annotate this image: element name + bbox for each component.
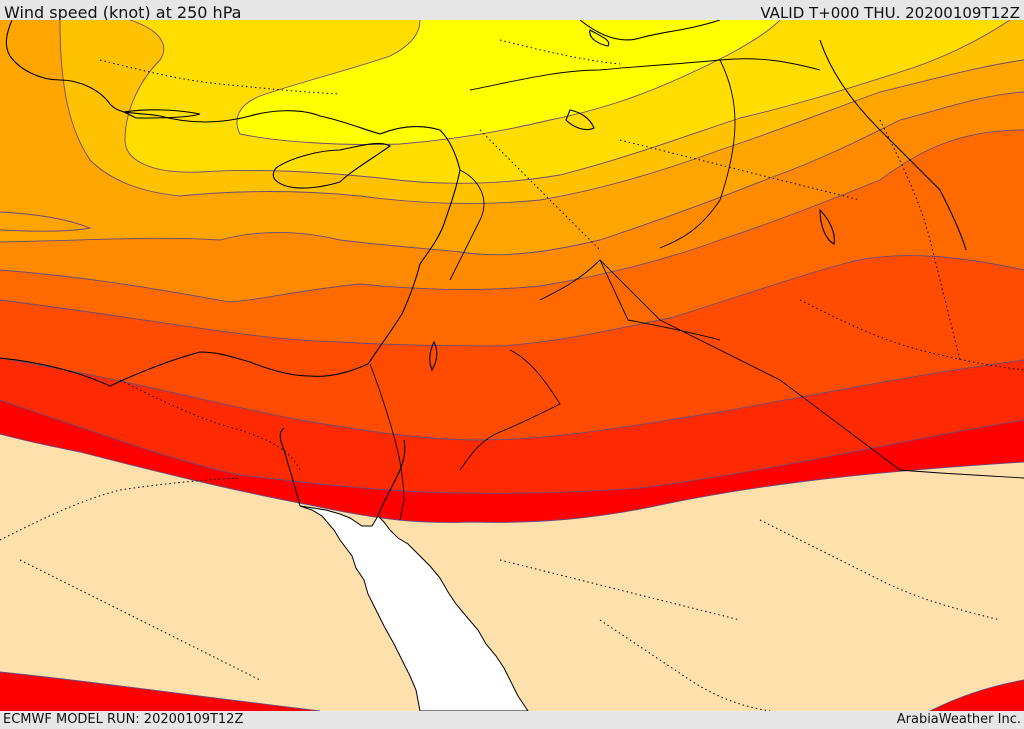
turkey-south-coast (59, 79, 461, 171)
wind-band-red-southeast (930, 680, 1024, 711)
wind-speed-map (0, 20, 1024, 711)
levant-coast (367, 169, 461, 365)
mediterranean-south-coast (0, 351, 369, 387)
lake-urmia (819, 208, 835, 245)
lake-van (565, 109, 595, 131)
aegean-coast (5, 20, 61, 81)
coastlines (0, 20, 967, 517)
red-sea (299, 505, 529, 711)
caspian-west (819, 39, 967, 251)
valid-time: VALID T+000 THU. 20200109T12Z (760, 4, 1020, 22)
title-bar: Wind speed (knot) at 250 hPa VALID T+000… (0, 0, 1024, 22)
lake-sevan (589, 29, 610, 47)
footer-bar: ECMWF MODEL RUN: 20200109T12Z ArabiaWeat… (0, 711, 1024, 729)
gulf-of-aqaba (279, 427, 301, 507)
chart-title: Wind speed (knot) at 250 hPa (4, 3, 242, 22)
dead-sea (429, 340, 438, 372)
country-borders (369, 58, 1024, 521)
admin-borders (0, 39, 1024, 711)
model-run: ECMWF MODEL RUN: 20200109T12Z (3, 712, 244, 727)
credit: ArabiaWeather Inc. (896, 712, 1021, 727)
crete (122, 109, 201, 119)
cyprus (272, 142, 392, 189)
suez-gulf (377, 439, 406, 517)
black-sea-coast (579, 20, 721, 41)
